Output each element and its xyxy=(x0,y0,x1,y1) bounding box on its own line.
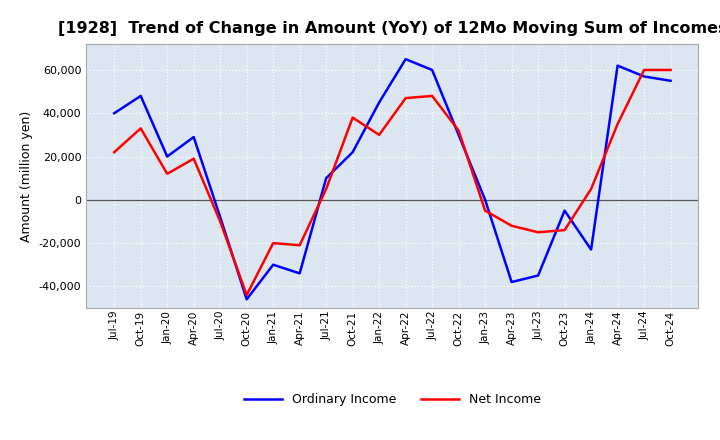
Ordinary Income xyxy=(375,100,384,105)
Ordinary Income xyxy=(428,67,436,73)
Y-axis label: Amount (million yen): Amount (million yen) xyxy=(20,110,33,242)
Net Income xyxy=(640,67,649,73)
Ordinary Income xyxy=(640,74,649,79)
Ordinary Income xyxy=(666,78,675,84)
Net Income xyxy=(587,187,595,192)
Net Income xyxy=(375,132,384,138)
Ordinary Income xyxy=(243,297,251,302)
Line: Net Income: Net Income xyxy=(114,70,670,295)
Ordinary Income xyxy=(163,154,171,159)
Legend: Ordinary Income, Net Income: Ordinary Income, Net Income xyxy=(239,388,546,411)
Net Income xyxy=(348,115,357,120)
Net Income xyxy=(295,242,304,248)
Ordinary Income xyxy=(348,150,357,155)
Ordinary Income xyxy=(613,63,622,68)
Ordinary Income xyxy=(534,273,542,278)
Net Income xyxy=(243,292,251,297)
Net Income xyxy=(136,126,145,131)
Net Income xyxy=(189,156,198,161)
Net Income xyxy=(163,171,171,176)
Net Income xyxy=(613,121,622,127)
Title: [1928]  Trend of Change in Amount (YoY) of 12Mo Moving Sum of Incomes: [1928] Trend of Change in Amount (YoY) o… xyxy=(58,21,720,36)
Net Income xyxy=(428,93,436,99)
Ordinary Income xyxy=(401,56,410,62)
Net Income xyxy=(216,219,225,224)
Net Income xyxy=(269,240,277,246)
Ordinary Income xyxy=(295,271,304,276)
Net Income xyxy=(666,67,675,73)
Ordinary Income xyxy=(136,93,145,99)
Net Income xyxy=(110,150,119,155)
Ordinary Income xyxy=(189,134,198,139)
Ordinary Income xyxy=(454,132,463,138)
Net Income xyxy=(534,230,542,235)
Net Income xyxy=(560,227,569,233)
Ordinary Income xyxy=(587,247,595,252)
Ordinary Income xyxy=(110,110,119,116)
Net Income xyxy=(508,223,516,228)
Ordinary Income xyxy=(322,176,330,181)
Ordinary Income xyxy=(269,262,277,268)
Ordinary Income xyxy=(508,279,516,285)
Ordinary Income xyxy=(560,208,569,213)
Net Income xyxy=(401,95,410,101)
Ordinary Income xyxy=(216,214,225,220)
Net Income xyxy=(454,128,463,133)
Line: Ordinary Income: Ordinary Income xyxy=(114,59,670,299)
Net Income xyxy=(322,187,330,192)
Ordinary Income xyxy=(481,197,490,202)
Net Income xyxy=(481,208,490,213)
